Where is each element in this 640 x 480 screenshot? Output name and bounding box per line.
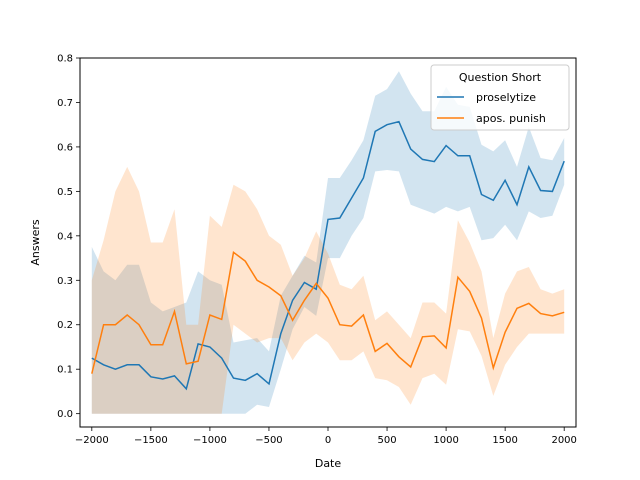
legend-title: Question Short	[459, 71, 542, 84]
series-lines	[91, 120, 565, 391]
x-tick-label: −500	[255, 435, 282, 446]
x-axis-label: Date	[315, 457, 342, 470]
x-axis-ticks: −2000 −1500 −1000 −500 0 500 1000 1500 2000	[75, 427, 577, 446]
x-tick-label: 2000	[551, 435, 576, 446]
legend-entry: proselytize	[476, 91, 536, 104]
y-axis-ticks: 0.0 0.1 0.2 0.3 0.4 0.5 0.6 0.7 0.8	[57, 54, 80, 420]
legend-box	[430, 64, 570, 131]
legend-items: proselytize apos. punish	[437, 91, 546, 125]
x-tick-label: −1000	[193, 435, 227, 446]
y-tick-label: 0.2	[57, 320, 73, 331]
x-tick-label: 0	[325, 435, 331, 446]
line-apos-punish	[91, 250, 565, 374]
legend: Question Short proselytize apos. punish	[430, 64, 570, 131]
legend-entry: apos. punish	[476, 112, 546, 125]
y-tick-label: 0.7	[57, 98, 73, 109]
y-tick-label: 0.0	[57, 409, 73, 420]
x-tick-label: 500	[378, 435, 397, 446]
y-tick-label: 0.6	[57, 142, 73, 153]
band-apos-punish	[91, 166, 565, 414]
x-tick-label: −1500	[134, 435, 168, 446]
confidence-bands	[91, 71, 565, 414]
y-tick-label: 0.8	[57, 54, 73, 65]
y-tick-label: 0.4	[57, 231, 73, 242]
band-proselytize	[91, 71, 565, 414]
x-tick-label: 1000	[433, 435, 458, 446]
x-tick-label: −2000	[75, 435, 109, 446]
line-proselytize	[91, 120, 565, 391]
x-tick-label: 1500	[492, 435, 517, 446]
y-tick-label: 0.5	[57, 187, 73, 198]
y-tick-label: 0.1	[57, 365, 73, 376]
y-axis-label: Answers	[29, 219, 42, 266]
y-tick-label: 0.3	[57, 276, 73, 287]
